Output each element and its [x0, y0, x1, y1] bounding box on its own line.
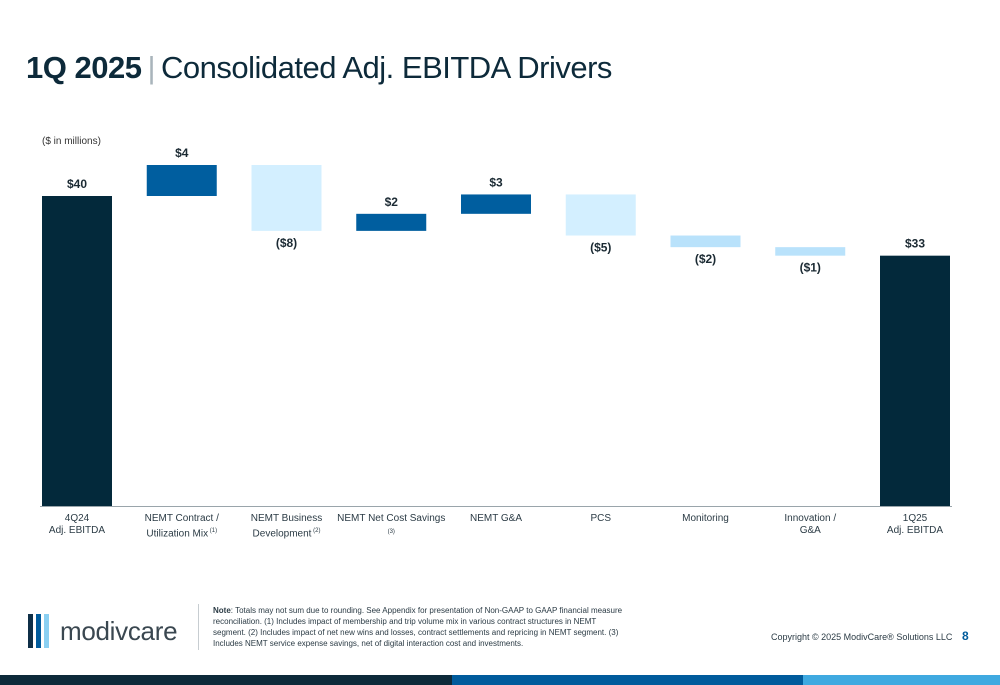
category-label-6: PCS: [546, 513, 656, 525]
category-label-line2: Development: [252, 528, 312, 540]
category-label-1: 4Q24 Adj. EBITDA: [22, 513, 132, 537]
category-label-9: 1Q25 Adj. EBITDA: [860, 513, 970, 537]
bar-value-label-2: $4: [175, 146, 189, 160]
footnote-text: : Totals may not sum due to rounding. Se…: [213, 606, 623, 648]
bar-2: [146, 165, 217, 196]
footnote: Note: Totals may not sum due to rounding…: [213, 605, 623, 649]
bar-6: [565, 194, 636, 236]
category-footnote-ref: (3): [387, 529, 395, 535]
title-text: Consolidated Adj. EBITDA Drivers: [161, 50, 612, 85]
category-label-line1: NEMT Net Cost Savings: [337, 513, 446, 524]
footer-color-bar: [0, 675, 1000, 685]
bar-value-label-5: $3: [489, 175, 503, 189]
category-label-line1: PCS: [590, 513, 612, 524]
category-label-7: Monitoring: [651, 513, 761, 525]
footer-bar-segment-2: [452, 675, 803, 685]
bar-value-label-6: ($5): [590, 241, 611, 255]
footer-bar-segment-1: [0, 675, 452, 685]
category-label-8: Innovation / G&A: [755, 513, 865, 537]
bar-7: [670, 235, 741, 248]
category-label-5: NEMT G&A: [441, 513, 551, 525]
footer-divider: [198, 604, 199, 650]
category-label-line1: Innovation /: [784, 513, 837, 524]
category-label-line2: Adj. EBITDA: [48, 525, 106, 536]
page-title: 1Q 2025 | Consolidated Adj. EBITDA Drivers: [26, 48, 612, 88]
category-label-line2: G&A: [799, 525, 821, 536]
category-label-line2: Adj. EBITDA: [886, 525, 944, 536]
logo-bar-3: [44, 614, 49, 648]
page-number: 8: [962, 629, 969, 643]
bar-3: [251, 165, 322, 231]
category-footnote-ref: (2): [311, 528, 321, 534]
bar-value-label-3: ($8): [276, 236, 297, 250]
category-label-2: NEMT Contract / Utilization Mix (1): [127, 513, 237, 540]
category-label-line1: 1Q25: [902, 513, 928, 524]
bar-5: [461, 194, 531, 214]
bar-value-label-8: ($1): [800, 261, 821, 275]
waterfall-chart: $40 $4 ($8) $2 $3 ($5) ($2) ($1) $33: [40, 146, 952, 507]
copyright-text: Copyright © 2025 ModivCare® Solutions LL…: [771, 632, 953, 642]
bar-value-label-7: ($2): [695, 252, 716, 266]
bar-value-label-1: $40: [67, 177, 87, 191]
footer-bar-segment-3: [803, 675, 1000, 685]
bar-1: [42, 196, 112, 506]
category-label-line1: NEMT G&A: [469, 513, 523, 524]
footnote-label: Note: [213, 606, 231, 615]
category-label-3: NEMT Business Development (2): [232, 513, 342, 540]
company-logo: modivcare: [28, 613, 178, 649]
category-label-line1: NEMT Contract /: [144, 513, 219, 524]
title-period: 1Q 2025: [26, 50, 142, 85]
units-note: ($ in millions): [42, 136, 101, 147]
logo-bar-1: [28, 614, 33, 648]
bar-9: [880, 255, 950, 506]
category-footnote-ref: (1): [208, 528, 218, 534]
category-label-line1: 4Q24: [64, 513, 90, 524]
logo-wordmark: modivcare: [60, 615, 178, 646]
title-separator: |: [147, 50, 155, 85]
category-label-4: NEMT Net Cost Savings (3): [336, 513, 446, 541]
category-label-line1: NEMT Business: [250, 513, 323, 524]
logo-mark: [28, 614, 52, 648]
bar-8: [775, 247, 846, 256]
bar-4: [356, 213, 427, 231]
category-label-line1: Monitoring: [682, 513, 729, 524]
logo-bar-2: [36, 614, 41, 648]
category-label-line2: Utilization Mix: [146, 528, 209, 540]
bar-value-label-9: $33: [905, 237, 925, 251]
bar-value-label-4: $2: [385, 195, 399, 209]
